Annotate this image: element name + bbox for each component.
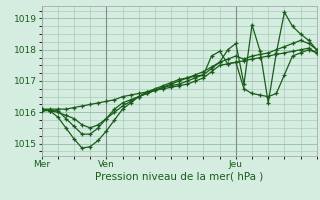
X-axis label: Pression niveau de la mer( hPa ): Pression niveau de la mer( hPa ) — [95, 172, 263, 182]
